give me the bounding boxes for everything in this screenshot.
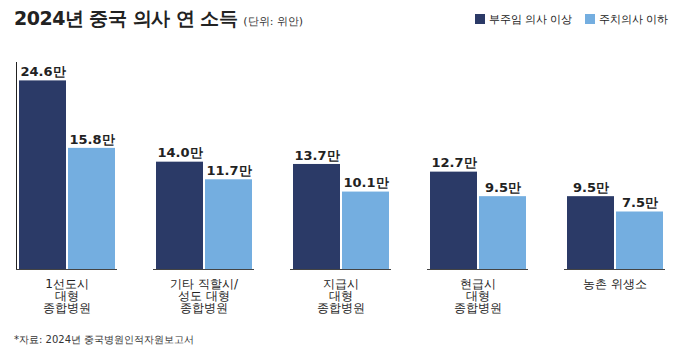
svg-text:9.5만: 9.5만 xyxy=(573,180,609,195)
svg-text:11.7만: 11.7만 xyxy=(206,163,251,178)
svg-text:지급시대형종합병원: 지급시대형종합병원 xyxy=(317,277,365,315)
svg-text:현급시대형종합병원: 현급시대형종합병원 xyxy=(454,277,502,315)
html-text:주치의사 이하: 주치의사 이하 xyxy=(598,12,668,26)
svg-text:24.6만: 24.6만 xyxy=(20,64,65,79)
svg-text:기타 직할시/성도 대형종합병원: 기타 직할시/성도 대형종합병원 xyxy=(170,277,239,315)
svg-text:14.0만: 14.0만 xyxy=(157,145,202,160)
svg-text:9.5만: 9.5만 xyxy=(485,180,521,195)
html-text:2024년 중국 의사 연 소득 (단위: 위안): 2024년 중국 의사 연 소득 (단위: 위안) xyxy=(14,7,304,29)
html-text:부주임 의사 이상: 부주임 의사 이상 xyxy=(488,12,573,26)
svg-text:1선도시대형종합병원: 1선도시대형종합병원 xyxy=(43,277,91,315)
svg-text:7.5만: 7.5만 xyxy=(622,195,658,210)
svg-text:13.7만: 13.7만 xyxy=(294,148,339,163)
svg-text:15.8만: 15.8만 xyxy=(69,132,114,147)
html-text:*자료: 2024년 중국병원인적자원보고서: *자료: 2024년 중국병원인적자원보고서 xyxy=(14,334,195,345)
svg-text:10.1만: 10.1만 xyxy=(343,175,388,190)
svg-text:12.7만: 12.7만 xyxy=(431,155,476,170)
svg-text:농촌 위생소: 농촌 위생소 xyxy=(583,277,647,291)
